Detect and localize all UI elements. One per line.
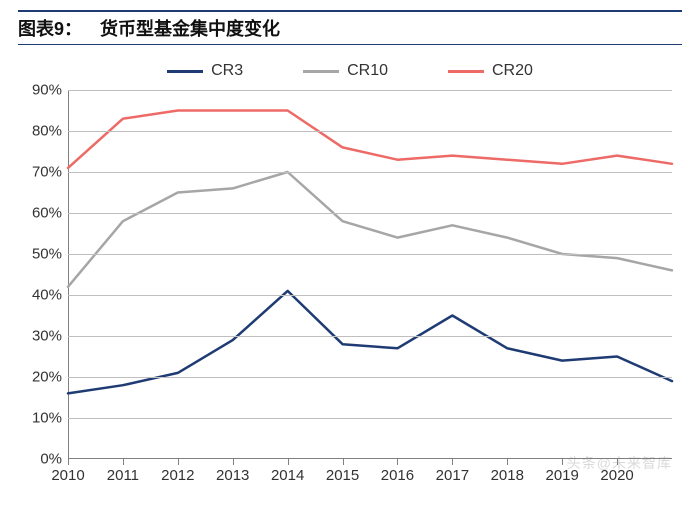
- figure-title-text: 货币型基金集中度变化: [100, 15, 280, 41]
- y-axis-label: 60%: [32, 204, 62, 221]
- y-axis-label: 20%: [32, 369, 62, 386]
- x-tick-mark: [452, 459, 453, 465]
- gridline: [68, 131, 672, 132]
- figure-title-prefix: 图表9：: [18, 15, 82, 41]
- x-tick-mark: [68, 459, 69, 465]
- x-tick-mark: [178, 459, 179, 465]
- legend-label-cr3: CR3: [211, 62, 243, 80]
- legend-label-cr20: CR20: [492, 62, 533, 80]
- x-tick-mark: [123, 459, 124, 465]
- gridline: [68, 336, 672, 337]
- x-axis-label: 2011: [107, 467, 139, 484]
- gridline: [68, 418, 672, 419]
- x-tick-mark: [233, 459, 234, 465]
- legend: CR3 CR10 CR20: [18, 58, 682, 84]
- x-tick-mark: [617, 459, 618, 465]
- series-line-cr20: [68, 111, 672, 168]
- legend-label-cr10: CR10: [347, 62, 388, 80]
- series-line-cr10: [68, 172, 672, 287]
- gridline: [68, 172, 672, 173]
- x-axis-label: 2017: [436, 467, 469, 484]
- y-axis-label: 80%: [32, 122, 62, 139]
- x-axis-label: 2013: [216, 467, 249, 484]
- gridline: [68, 213, 672, 214]
- gridline: [68, 295, 672, 296]
- plot-region: 0%10%20%30%40%50%60%70%80%90%20102011201…: [68, 90, 672, 459]
- chart-area: CR3 CR10 CR20 0%10%20%30%40%50%60%70%80%…: [18, 58, 682, 489]
- y-axis-label: 30%: [32, 328, 62, 345]
- x-axis-label: 2014: [271, 467, 304, 484]
- figure-title-bar: 图表9： 货币型基金集中度变化: [18, 10, 682, 45]
- x-axis-label: 2012: [161, 467, 194, 484]
- chart-figure: 图表9： 货币型基金集中度变化 CR3 CR10 CR20 0%10%20%30…: [0, 0, 700, 507]
- x-axis-label: 2016: [381, 467, 414, 484]
- legend-swatch-cr3: [167, 70, 203, 73]
- y-axis-label: 50%: [32, 245, 62, 262]
- series-line-cr3: [68, 291, 672, 394]
- legend-item-cr10: CR10: [303, 62, 388, 80]
- legend-swatch-cr10: [303, 70, 339, 73]
- x-tick-mark: [397, 459, 398, 465]
- y-axis-label: 90%: [32, 82, 62, 99]
- y-axis-label: 40%: [32, 287, 62, 304]
- y-axis-label: 10%: [32, 410, 62, 427]
- line-series-svg: [68, 90, 672, 459]
- gridline: [68, 377, 672, 378]
- gridline: [68, 254, 672, 255]
- x-axis-label: 2018: [491, 467, 524, 484]
- x-tick-mark: [562, 459, 563, 465]
- x-axis-label: 2010: [51, 467, 84, 484]
- legend-item-cr3: CR3: [167, 62, 243, 80]
- x-axis-label: 2020: [600, 467, 633, 484]
- y-axis-label: 70%: [32, 163, 62, 180]
- gridline: [68, 90, 672, 91]
- x-tick-mark: [288, 459, 289, 465]
- x-tick-mark: [343, 459, 344, 465]
- x-axis-label: 2015: [326, 467, 359, 484]
- legend-swatch-cr20: [448, 70, 484, 73]
- legend-item-cr20: CR20: [448, 62, 533, 80]
- x-tick-mark: [507, 459, 508, 465]
- y-axis-label: 0%: [40, 451, 62, 468]
- x-axis-label: 2019: [545, 467, 578, 484]
